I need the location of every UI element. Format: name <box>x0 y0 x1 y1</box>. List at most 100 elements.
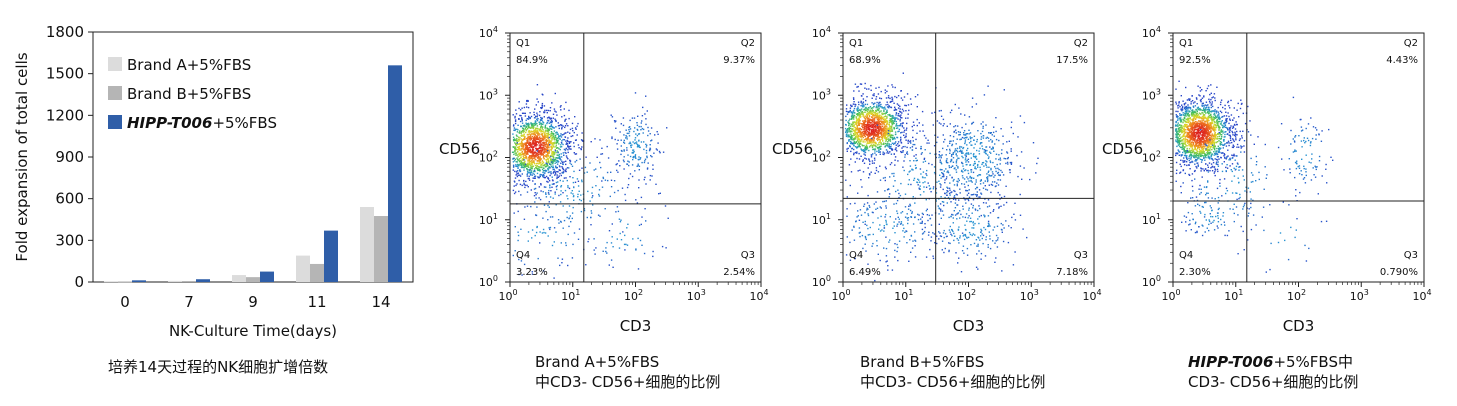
event-dot <box>886 120 888 122</box>
event-dot <box>536 164 538 167</box>
event-dot <box>902 110 905 112</box>
event-dot <box>557 139 559 142</box>
event-dot <box>519 109 522 111</box>
event-dot <box>986 166 988 168</box>
event-dot <box>976 164 979 167</box>
event-dot <box>549 174 551 177</box>
event-dot <box>520 138 523 140</box>
event-dot <box>542 129 544 131</box>
event-dot <box>540 142 542 144</box>
event-dot <box>876 137 879 140</box>
event-dot <box>863 122 866 124</box>
event-dot <box>536 192 538 194</box>
event-dot <box>545 129 547 131</box>
event-dot <box>519 175 522 177</box>
event-dot <box>901 211 904 213</box>
event-dot <box>528 136 531 138</box>
event-dot <box>878 228 880 230</box>
y-tick-label: 0 <box>74 273 84 291</box>
event-dot <box>870 89 872 91</box>
event-dot <box>545 140 547 142</box>
event-dot <box>626 163 628 165</box>
event-dot <box>885 255 888 257</box>
event-dot <box>547 171 550 174</box>
event-dot <box>934 242 936 244</box>
event-dot <box>938 213 940 215</box>
event-dot <box>525 152 527 154</box>
event-dot <box>852 110 854 113</box>
event-dot <box>547 133 549 135</box>
event-dot <box>1009 171 1011 174</box>
event-dot <box>846 104 848 106</box>
event-dot <box>897 130 899 133</box>
event-dot <box>894 119 896 121</box>
event-dot <box>1010 150 1012 152</box>
event-dot <box>535 142 537 144</box>
event-dot <box>877 139 879 142</box>
event-dot <box>536 125 539 127</box>
quadrant-value: 9.37% <box>723 55 755 66</box>
event-dot <box>972 222 974 224</box>
event-dot <box>858 144 860 146</box>
event-dot <box>523 154 525 156</box>
event-dot <box>967 217 969 219</box>
event-dot <box>636 202 639 204</box>
event-dot <box>968 207 970 209</box>
event-dot <box>873 131 876 134</box>
event-dot <box>571 217 573 220</box>
event-dot <box>538 114 541 117</box>
event-dot <box>902 166 904 168</box>
event-dot <box>548 160 550 163</box>
event-dot <box>869 141 871 143</box>
event-dot <box>960 170 963 173</box>
event-dot <box>890 106 892 108</box>
event-dot <box>647 134 649 137</box>
event-dot <box>998 206 1000 208</box>
event-dot <box>556 163 559 165</box>
event-dot <box>926 214 929 216</box>
event-dot <box>875 130 877 132</box>
event-dot <box>962 177 964 179</box>
event-dot <box>851 123 854 125</box>
event-dot <box>850 158 852 160</box>
event-dot <box>537 118 539 120</box>
event-dot <box>606 241 608 244</box>
event-dot <box>512 189 515 192</box>
event-dot <box>893 120 895 122</box>
event-dot <box>523 133 525 135</box>
event-dot <box>974 209 977 211</box>
event-dot <box>874 141 877 144</box>
event-dot <box>559 201 562 203</box>
event-dot <box>512 114 514 116</box>
event-dot <box>597 214 600 216</box>
event-dot <box>543 111 545 114</box>
event-dot <box>947 171 949 173</box>
event-dot <box>866 112 868 115</box>
event-dot <box>1019 165 1022 167</box>
event-dot <box>898 218 900 220</box>
event-dot <box>923 186 925 188</box>
event-dot <box>979 143 982 145</box>
event-dot <box>861 103 863 105</box>
event-dot <box>851 112 854 114</box>
event-dot <box>524 206 526 208</box>
event-dot <box>550 142 552 145</box>
event-dot <box>556 114 558 116</box>
event-dot <box>524 148 526 151</box>
event-dot <box>888 127 891 129</box>
event-dot <box>850 104 852 106</box>
event-dot <box>915 147 917 149</box>
event-dot <box>539 175 541 177</box>
event-dot <box>539 144 541 146</box>
event-dot <box>858 232 860 234</box>
event-dot <box>530 136 532 138</box>
event-dot <box>983 165 985 167</box>
x-tick-label: 104 <box>1082 288 1101 303</box>
event-dot <box>1190 158 1192 160</box>
event-dot <box>514 150 516 152</box>
event-dot <box>977 268 979 270</box>
event-dot <box>542 142 544 144</box>
event-dot <box>923 230 926 233</box>
event-dot <box>567 131 569 133</box>
event-dot <box>951 154 953 156</box>
